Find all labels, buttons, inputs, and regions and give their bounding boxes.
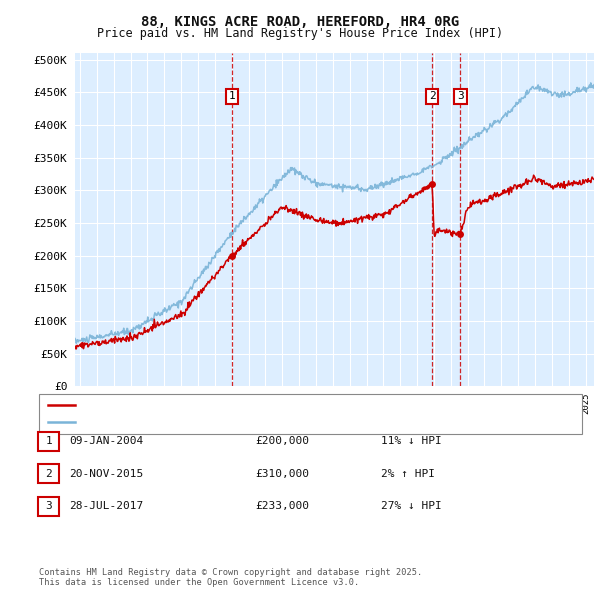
Text: 09-JAN-2004: 09-JAN-2004 bbox=[69, 437, 143, 446]
Text: 28-JUL-2017: 28-JUL-2017 bbox=[69, 502, 143, 511]
Text: 1: 1 bbox=[46, 437, 52, 446]
Text: 2: 2 bbox=[428, 91, 436, 101]
Text: £233,000: £233,000 bbox=[255, 502, 309, 511]
Text: 20-NOV-2015: 20-NOV-2015 bbox=[69, 469, 143, 478]
Text: 1: 1 bbox=[229, 91, 236, 101]
Text: Contains HM Land Registry data © Crown copyright and database right 2025.
This d: Contains HM Land Registry data © Crown c… bbox=[39, 568, 422, 587]
Text: 3: 3 bbox=[46, 502, 52, 511]
Text: £200,000: £200,000 bbox=[255, 437, 309, 446]
Text: 2: 2 bbox=[46, 469, 52, 478]
Text: Price paid vs. HM Land Registry's House Price Index (HPI): Price paid vs. HM Land Registry's House … bbox=[97, 27, 503, 40]
Text: 2% ↑ HPI: 2% ↑ HPI bbox=[381, 469, 435, 478]
Text: £310,000: £310,000 bbox=[255, 469, 309, 478]
Text: HPI: Average price, detached house, Herefordshire: HPI: Average price, detached house, Here… bbox=[80, 417, 374, 427]
Text: 88, KINGS ACRE ROAD, HEREFORD, HR4 0RG: 88, KINGS ACRE ROAD, HEREFORD, HR4 0RG bbox=[141, 15, 459, 29]
Text: 3: 3 bbox=[457, 91, 464, 101]
Text: 88, KINGS ACRE ROAD, HEREFORD, HR4 0RG (detached house): 88, KINGS ACRE ROAD, HEREFORD, HR4 0RG (… bbox=[80, 400, 410, 410]
Text: 11% ↓ HPI: 11% ↓ HPI bbox=[381, 437, 442, 446]
Text: 27% ↓ HPI: 27% ↓ HPI bbox=[381, 502, 442, 511]
